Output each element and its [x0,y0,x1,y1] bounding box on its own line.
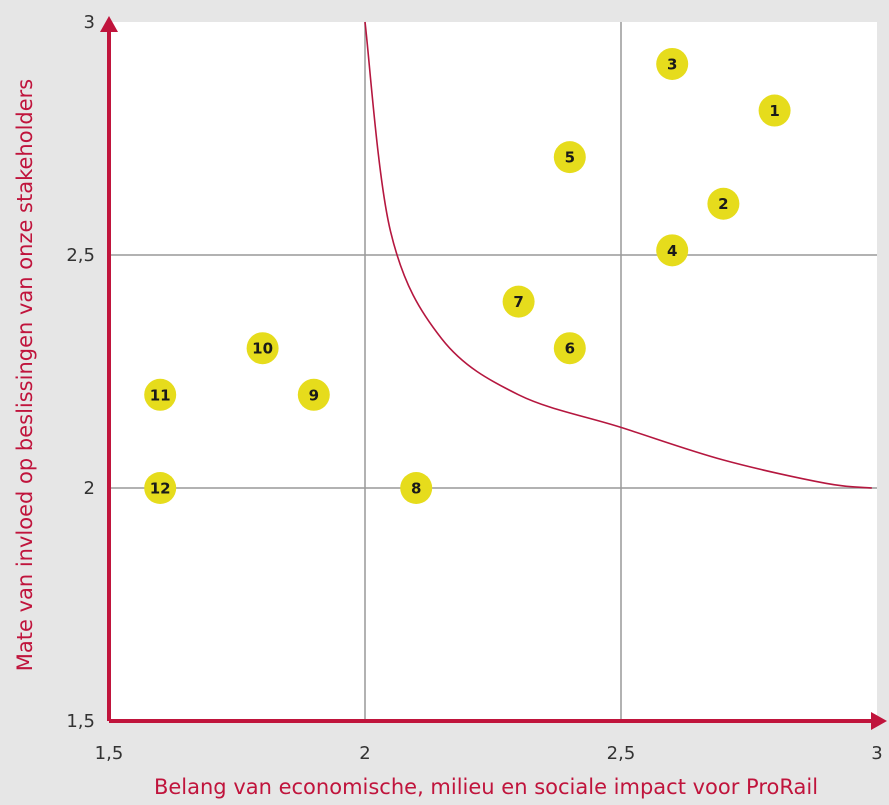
materiality-threshold-curve [364,21,872,489]
data-point-marker [297,378,330,411]
y-axis-title: Mate van invloed op beslissingen van onz… [13,79,37,672]
data-point-label: 1 [769,102,779,120]
data-point-marker [707,187,740,220]
data-point-label: 6 [565,340,575,358]
data-point-8: 8 [400,472,433,504]
y-tick-label: 2,5 [66,245,95,266]
data-point-3: 3 [656,47,689,80]
y-axis-tick-labels: 1,5 2 2,5 3 [66,12,95,732]
data-point-marker [553,141,586,174]
data-point-label: 3 [667,55,677,73]
data-point-1: 1 [758,94,791,127]
data-point-label: 11 [150,386,171,404]
data-point-marker [400,472,433,504]
x-axis-tick-labels: 1,5 2 2,5 3 [95,743,883,764]
data-point-marker [656,234,689,267]
data-point-label: 2 [718,195,728,213]
y-tick-label: 2 [84,478,95,499]
data-point-label: 5 [565,149,575,167]
data-point-marker [656,47,689,80]
plot-background [109,22,877,721]
x-axis-title: Belang van economische, milieu en social… [154,775,818,799]
data-point-label: 7 [513,293,523,311]
data-point-marker [246,332,279,365]
x-tick-label: 2,5 [607,743,636,764]
x-tick-label: 3 [871,743,882,764]
y-tick-label: 3 [84,12,95,33]
data-point-6: 6 [553,332,586,365]
data-point-2: 2 [707,187,740,220]
x-tick-label: 2 [359,743,370,764]
data-point-marker [144,378,177,411]
data-point-label: 9 [309,386,319,404]
y-axis-arrow-icon [100,16,118,32]
x-axis-arrow-icon [871,712,887,730]
grid-lines [109,22,877,721]
data-point-12: 12 [144,472,177,504]
data-point-10: 10 [246,332,279,365]
data-point-label: 4 [667,242,677,260]
data-point-5: 5 [553,141,586,174]
data-point-marker [553,332,586,365]
data-point-label: 10 [252,340,273,358]
axes [100,16,887,730]
data-point-4: 4 [656,234,689,267]
x-tick-label: 1,5 [95,743,124,764]
data-point-marker [502,285,535,318]
data-point-label: 8 [411,480,421,498]
data-point-label: 12 [150,480,171,498]
data-point-marker [144,472,177,504]
y-tick-label: 1,5 [66,711,95,732]
data-point-7: 7 [502,285,535,318]
data-point-9: 9 [297,378,330,411]
data-point-11: 11 [144,378,177,411]
data-point-marker [758,94,791,127]
